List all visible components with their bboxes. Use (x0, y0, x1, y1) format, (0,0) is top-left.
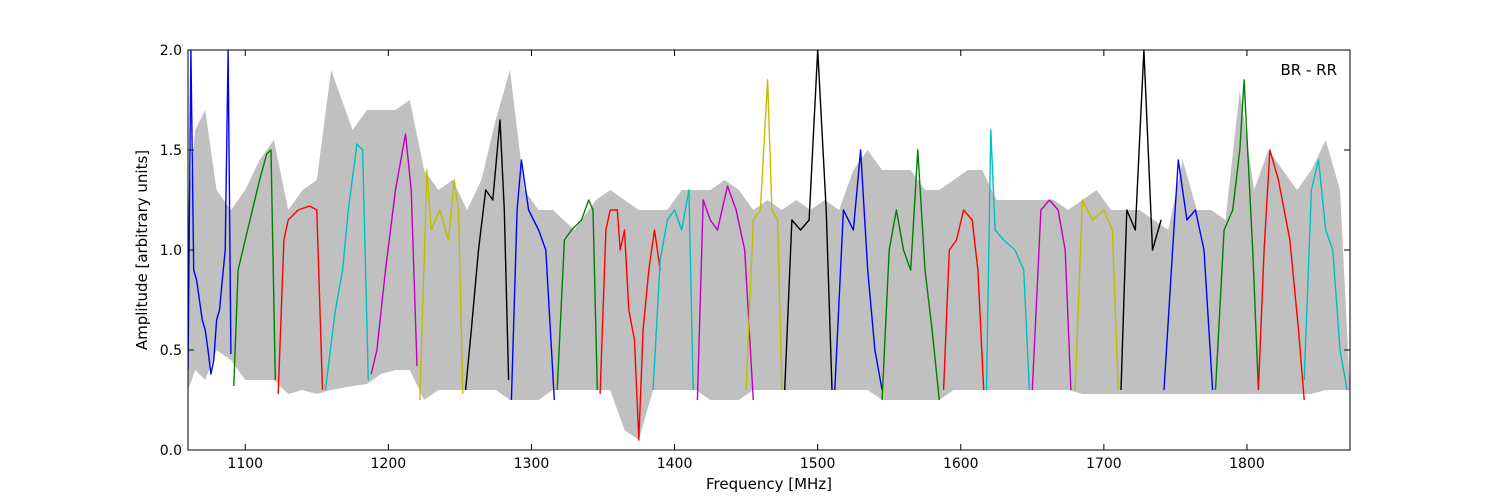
series-line-21 (1120, 50, 1162, 391)
series-line-18 (985, 129, 1031, 391)
series-line-10 (599, 209, 661, 441)
x-tick-label: 1600 (943, 456, 979, 472)
y-tick-label: 1.5 (160, 143, 182, 159)
series-line-22 (1163, 159, 1214, 391)
x-tick-label: 1300 (514, 456, 550, 472)
series-line-12 (696, 185, 754, 401)
series-line-25 (1303, 159, 1348, 391)
x-tick-label: 1700 (1086, 456, 1122, 472)
x-tick-label: 1200 (371, 456, 407, 472)
series-line-8 (510, 159, 555, 401)
series-line-7 (464, 119, 510, 391)
y-tick-label: 0.0 (160, 443, 182, 459)
series-line-5 (370, 133, 418, 375)
series-line-17 (942, 209, 985, 391)
series-line-1 (188, 50, 232, 375)
series-line-16 (881, 149, 940, 401)
series-line-13 (745, 79, 783, 391)
series-line-15 (834, 149, 883, 391)
series-line-19 (1031, 199, 1072, 391)
series-line-14 (784, 50, 833, 391)
series-line-11 (652, 189, 694, 391)
annotation-label: BR - RR (1280, 61, 1337, 79)
y-tick-label: 0.5 (160, 343, 182, 359)
x-tick-label: 1500 (800, 456, 836, 472)
series-line-24 (1257, 149, 1305, 401)
y-axis-label: Amplitude [arbitrary units] (133, 150, 151, 350)
series-line-2 (233, 149, 276, 387)
x-axis-label: Frequency [MHz] (706, 475, 832, 493)
envelope-band (188, 70, 1350, 440)
series-line-23 (1214, 79, 1260, 391)
series-line-20 (1074, 199, 1119, 391)
series-line-6 (419, 169, 464, 401)
y-tick-label: 1.0 (160, 243, 182, 259)
x-tick-label: 1100 (227, 456, 263, 472)
y-tick-label: 2.0 (160, 43, 182, 59)
x-tick-label: 1400 (657, 456, 693, 472)
series-line-4 (324, 143, 369, 391)
series-line-9 (556, 199, 598, 391)
x-tick-label: 1800 (1229, 456, 1265, 472)
series-line-3 (277, 205, 324, 395)
